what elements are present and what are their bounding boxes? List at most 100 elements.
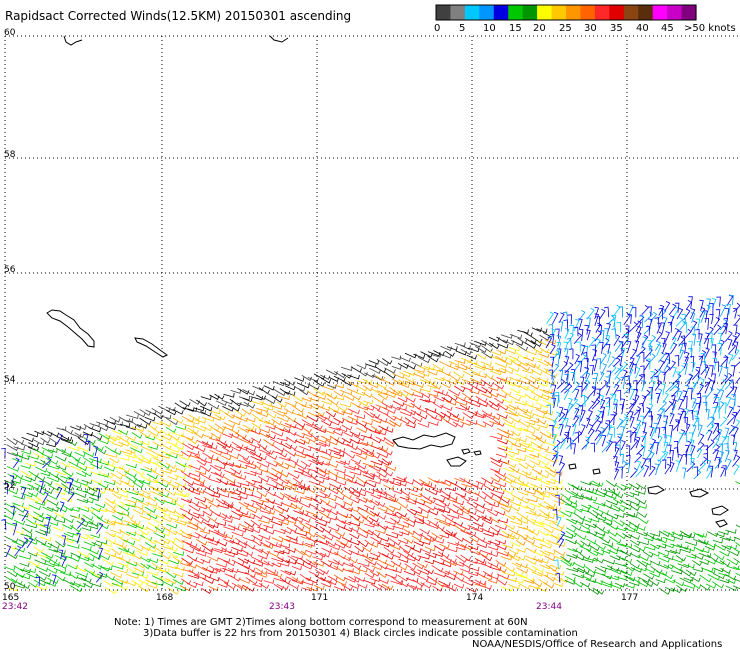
wind-barb — [335, 474, 346, 480]
wind-barb — [314, 427, 327, 433]
wind-barb — [725, 529, 737, 534]
wind-barb — [35, 496, 48, 504]
wind-barb — [151, 450, 163, 457]
wind-barb — [481, 345, 493, 353]
wind-barb — [459, 404, 471, 411]
wind-barb — [398, 379, 409, 386]
wind-barb — [300, 460, 312, 468]
wind-barb — [724, 427, 730, 440]
wind-barb — [301, 586, 313, 592]
wind-barb — [641, 446, 646, 457]
wind-barb — [532, 348, 544, 354]
lon-label-165: 165 — [2, 593, 19, 603]
wind-barb — [676, 544, 689, 550]
wind-barb — [496, 579, 508, 586]
wind-barb — [578, 385, 583, 398]
island-cluster-center-2 — [446, 456, 467, 467]
wind-barb — [584, 523, 597, 529]
wind-barb — [257, 560, 270, 566]
wind-barb — [88, 520, 99, 527]
wind-barb — [217, 493, 230, 498]
wind-barb — [214, 547, 227, 553]
wind-barb — [688, 387, 693, 400]
wind-barb — [607, 315, 616, 325]
wind-barb — [431, 532, 444, 540]
wind-barb — [693, 532, 705, 538]
wind-barb — [725, 574, 737, 581]
wind-barb — [130, 553, 143, 560]
wind-barb — [173, 444, 184, 450]
wind-barb — [508, 346, 520, 352]
wind-barb — [549, 356, 555, 368]
wind-barb — [445, 575, 456, 581]
wind-barb — [475, 346, 487, 353]
wind-barb — [12, 438, 25, 445]
legend-tick-labels: 0 5 10 15 20 25 30 35 40 45 >50 knots — [434, 23, 736, 34]
wind-barb — [510, 360, 522, 367]
wind-barb — [634, 525, 646, 531]
wind-barb — [347, 374, 360, 380]
wind-barb — [111, 465, 124, 470]
wind-barb — [501, 502, 513, 509]
wind-barb — [118, 547, 130, 553]
wind-barb — [423, 496, 436, 504]
wind-barb — [714, 396, 720, 409]
wind-barb — [616, 569, 628, 575]
wind-barb — [494, 383, 505, 390]
wind-barb — [713, 559, 725, 565]
wind-barb — [579, 553, 591, 560]
wind-barb — [368, 517, 379, 523]
wind-barb — [130, 447, 143, 454]
wind-barb — [627, 513, 638, 518]
wind-barb — [460, 573, 472, 580]
wind-barb — [495, 566, 507, 574]
wind-barb — [180, 562, 191, 567]
wind-barb — [348, 569, 361, 575]
wind-barb — [343, 395, 355, 401]
wind-barb — [615, 532, 627, 540]
wind-barb — [558, 406, 564, 418]
wind-barb — [640, 365, 645, 378]
wind-barb — [459, 344, 471, 350]
wind-barb — [480, 361, 492, 367]
wind-barb — [203, 536, 215, 542]
wind-barb — [207, 523, 219, 529]
wind-barb — [308, 404, 320, 410]
wind-barb — [98, 433, 111, 440]
wind-barb — [474, 492, 487, 500]
wind-barb — [383, 379, 396, 386]
wind-barb — [654, 375, 659, 386]
wind-barb — [325, 476, 338, 482]
wind-barb — [383, 484, 394, 490]
wind-barb — [704, 366, 710, 379]
wind-barb — [227, 567, 239, 574]
wind-barb — [578, 329, 584, 342]
wind-barb — [165, 441, 178, 446]
wind-barb — [726, 396, 732, 407]
wind-barb — [504, 405, 516, 411]
wind-barb — [629, 357, 635, 368]
wind-barb — [229, 575, 241, 582]
wind-barb — [208, 541, 219, 546]
wind-barb — [339, 460, 351, 466]
wind-barb — [273, 493, 285, 500]
wind-barb — [517, 379, 530, 385]
wind-barb — [370, 583, 383, 591]
wind-barb — [287, 472, 300, 479]
wind-barb — [223, 502, 234, 509]
wind-barb — [312, 514, 323, 521]
wind-barb — [378, 477, 389, 483]
wind-barb — [243, 542, 256, 550]
wind-barb — [341, 372, 352, 379]
wind-barb — [265, 392, 278, 399]
wind-barb — [242, 389, 255, 396]
wind-barb — [237, 453, 250, 461]
wind-barb — [181, 540, 193, 546]
wind-barb — [573, 326, 579, 337]
wind-barb — [349, 470, 362, 476]
wind-barb — [636, 326, 642, 339]
wind-barb — [474, 411, 487, 418]
wind-barb — [76, 425, 87, 431]
wind-barb — [554, 391, 560, 403]
wind-barb — [636, 374, 644, 386]
